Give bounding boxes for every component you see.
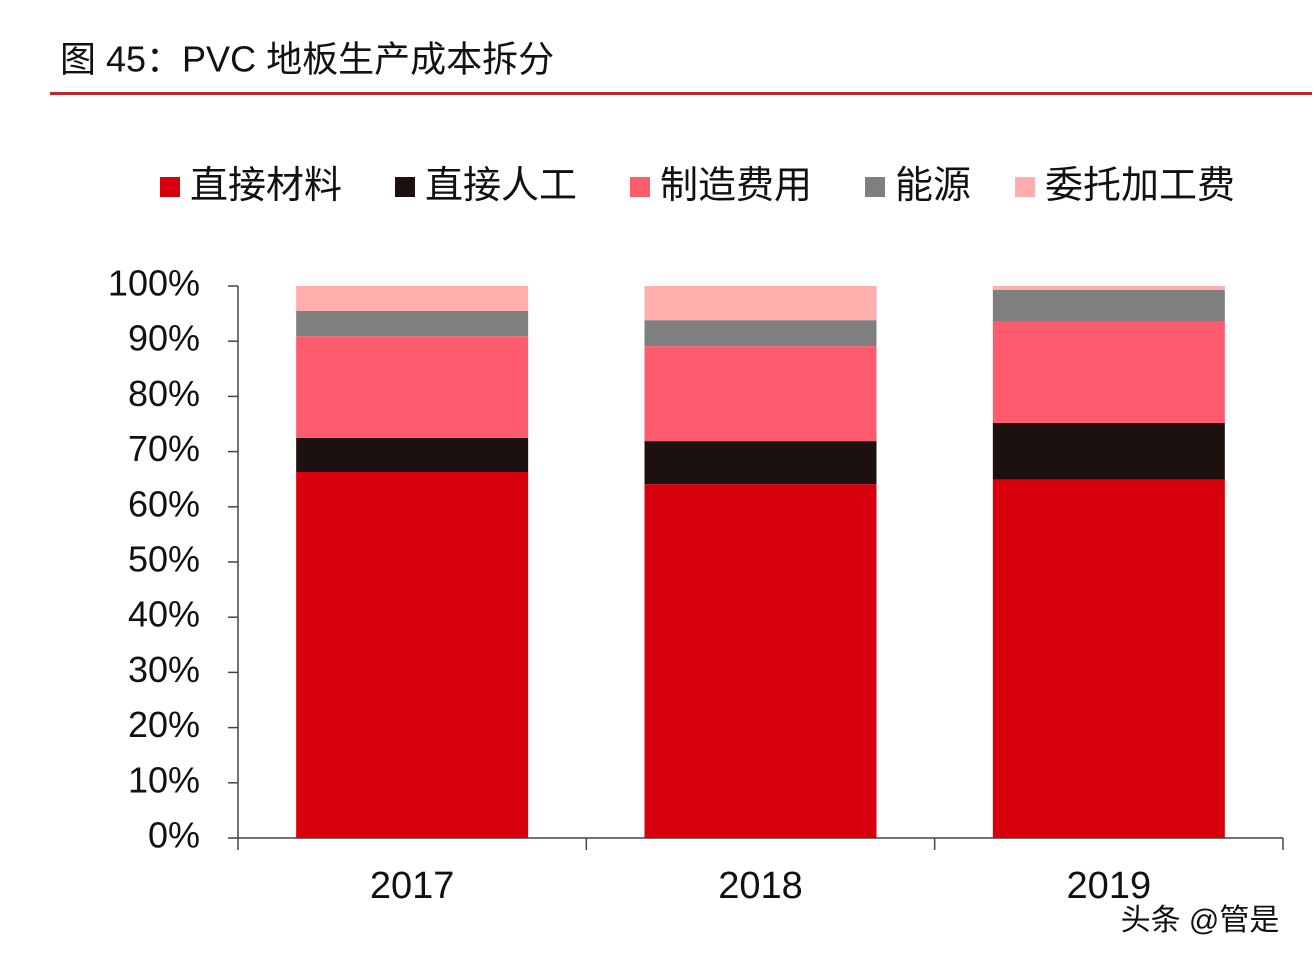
y-tick-label: 30% bbox=[128, 649, 200, 690]
bar-segment bbox=[296, 286, 529, 311]
y-tick-label: 90% bbox=[128, 318, 200, 359]
bar-segment bbox=[644, 484, 877, 838]
bar-segment bbox=[296, 336, 529, 438]
bar-segment bbox=[644, 286, 877, 321]
legend-label: 直接人工 bbox=[425, 165, 577, 207]
y-tick-label: 20% bbox=[128, 704, 200, 745]
chart-title: 图 45：PVC 地板生产成本拆分 bbox=[60, 39, 554, 80]
legend-swatch bbox=[865, 177, 885, 197]
legend-swatch bbox=[395, 177, 415, 197]
bar-segment bbox=[992, 286, 1225, 290]
y-tick-label: 70% bbox=[128, 428, 200, 469]
bar-segment bbox=[644, 441, 877, 485]
bar-segment bbox=[992, 422, 1225, 480]
legend-swatch bbox=[160, 177, 180, 197]
legend-label: 委托加工费 bbox=[1045, 165, 1235, 207]
bar-segment bbox=[992, 321, 1225, 423]
bar-segment bbox=[296, 437, 529, 473]
y-tick-label: 10% bbox=[128, 759, 200, 800]
x-tick-label: 2018 bbox=[718, 865, 803, 907]
y-tick-label: 100% bbox=[108, 263, 200, 304]
y-tick-label: 80% bbox=[128, 373, 200, 414]
x-tick-label: 2019 bbox=[1067, 865, 1152, 907]
legend-swatch bbox=[630, 177, 650, 197]
legend-label: 直接材料 bbox=[190, 165, 342, 207]
y-tick-label: 50% bbox=[128, 539, 200, 580]
bar-segment bbox=[644, 320, 877, 347]
bar-segment bbox=[992, 479, 1225, 838]
legend-swatch bbox=[1015, 177, 1035, 197]
x-tick-label: 2017 bbox=[370, 865, 455, 907]
y-tick-label: 0% bbox=[148, 815, 200, 856]
bar-segment bbox=[644, 346, 877, 442]
bar-segment bbox=[296, 472, 529, 838]
y-tick-label: 40% bbox=[128, 594, 200, 635]
bar-segment bbox=[992, 289, 1225, 322]
title-rule bbox=[50, 92, 1312, 95]
watermark: 头条 @管是 bbox=[1121, 904, 1280, 937]
legend-label: 制造费用 bbox=[660, 165, 812, 207]
legend-label: 能源 bbox=[895, 165, 971, 207]
y-tick-label: 60% bbox=[128, 483, 200, 524]
bar-segment bbox=[296, 310, 529, 337]
